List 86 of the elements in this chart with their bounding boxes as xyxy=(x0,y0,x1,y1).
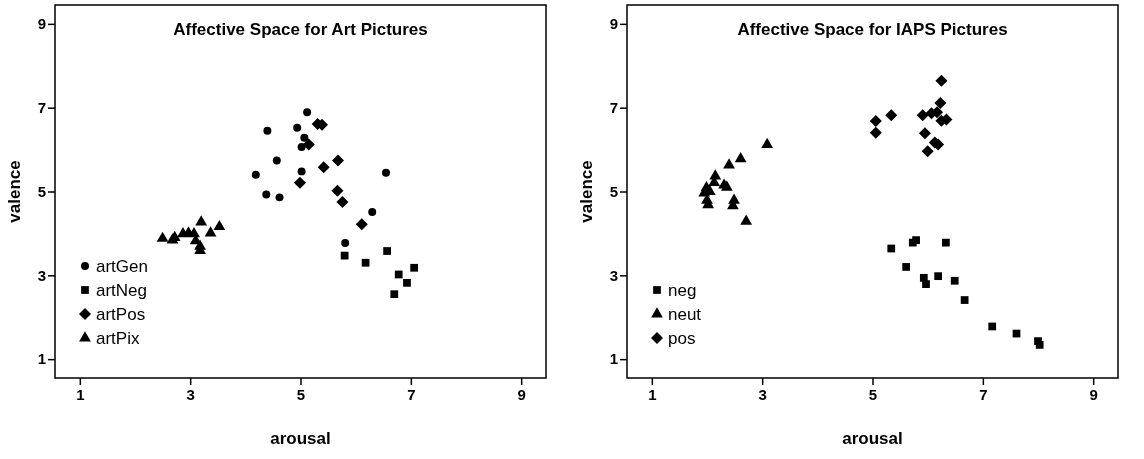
point xyxy=(332,154,345,167)
point xyxy=(723,158,735,169)
point xyxy=(403,278,411,287)
point xyxy=(340,251,349,260)
point xyxy=(361,258,370,267)
y-axis-title: valence xyxy=(5,160,24,223)
point xyxy=(368,208,377,217)
point xyxy=(922,280,930,288)
text: Affective Space for Art Pictures xyxy=(173,20,428,39)
legend-label: artPos xyxy=(96,305,146,324)
point xyxy=(761,137,774,148)
y-tick-label: 9 xyxy=(37,15,46,33)
point xyxy=(390,290,399,299)
point xyxy=(383,247,391,255)
point xyxy=(317,161,330,174)
y-tick-label: 9 xyxy=(609,15,618,33)
point xyxy=(942,238,950,247)
point xyxy=(195,215,208,226)
point xyxy=(885,109,898,122)
x-axis-title: arousal xyxy=(842,429,903,448)
point xyxy=(887,244,896,253)
point xyxy=(921,145,934,158)
legend-label: artNeg xyxy=(96,281,148,300)
point xyxy=(293,123,302,132)
legend-label: neut xyxy=(668,305,702,324)
x-tick-label: 3 xyxy=(186,385,195,403)
legend-label: artGen xyxy=(96,257,148,276)
point xyxy=(935,74,948,87)
point xyxy=(916,109,929,122)
y-axis-title: valence xyxy=(577,160,596,223)
y-tick-label: 7 xyxy=(37,98,46,116)
point xyxy=(156,231,169,242)
point xyxy=(293,176,306,189)
point xyxy=(869,126,882,139)
y-tick-label: 1 xyxy=(609,350,618,368)
point xyxy=(303,108,312,117)
point xyxy=(300,133,309,142)
point xyxy=(297,143,306,152)
point xyxy=(213,219,226,231)
x-axis-title: arousal xyxy=(270,429,331,448)
x-tick-label: 1 xyxy=(76,385,85,403)
y-tick-label: 5 xyxy=(37,182,46,200)
point xyxy=(950,276,959,285)
x-tick-label: 9 xyxy=(1089,385,1098,403)
legend-label: pos xyxy=(668,329,696,348)
point xyxy=(394,270,403,279)
point xyxy=(336,195,349,208)
legend-label: neg xyxy=(668,281,697,300)
point xyxy=(275,193,284,202)
point xyxy=(262,190,271,199)
point xyxy=(912,236,920,244)
y-tick-label: 7 xyxy=(609,98,618,116)
point xyxy=(934,272,943,281)
point xyxy=(902,263,911,271)
x-tick-label: 1 xyxy=(648,385,657,403)
point xyxy=(960,296,969,304)
text: Affective Space for IAPS Pictures xyxy=(737,20,1008,39)
x-tick-label: 3 xyxy=(758,385,767,403)
point xyxy=(934,97,947,110)
x-tick-label: 7 xyxy=(407,385,416,403)
x-tick-label: 7 xyxy=(979,385,988,403)
point xyxy=(918,127,931,140)
point xyxy=(740,214,753,225)
point xyxy=(382,168,390,177)
point xyxy=(355,218,368,231)
point xyxy=(204,226,217,237)
legend-label: artPix xyxy=(96,329,140,348)
point xyxy=(410,263,419,272)
point xyxy=(302,138,315,151)
x-tick-label: 5 xyxy=(868,385,878,403)
x-tick-label: 5 xyxy=(296,385,306,403)
point xyxy=(263,126,272,135)
point xyxy=(331,184,344,197)
point xyxy=(1035,341,1044,349)
y-tick-label: 5 xyxy=(609,182,618,200)
point xyxy=(251,170,260,179)
point xyxy=(297,167,306,176)
y-tick-label: 1 xyxy=(37,350,46,368)
y-tick-label: 3 xyxy=(37,266,46,284)
x-tick-label: 9 xyxy=(517,385,526,403)
point xyxy=(869,115,882,128)
point xyxy=(272,156,281,165)
point xyxy=(734,152,747,163)
point xyxy=(341,239,350,248)
y-tick-label: 3 xyxy=(609,266,618,284)
point xyxy=(988,322,997,331)
